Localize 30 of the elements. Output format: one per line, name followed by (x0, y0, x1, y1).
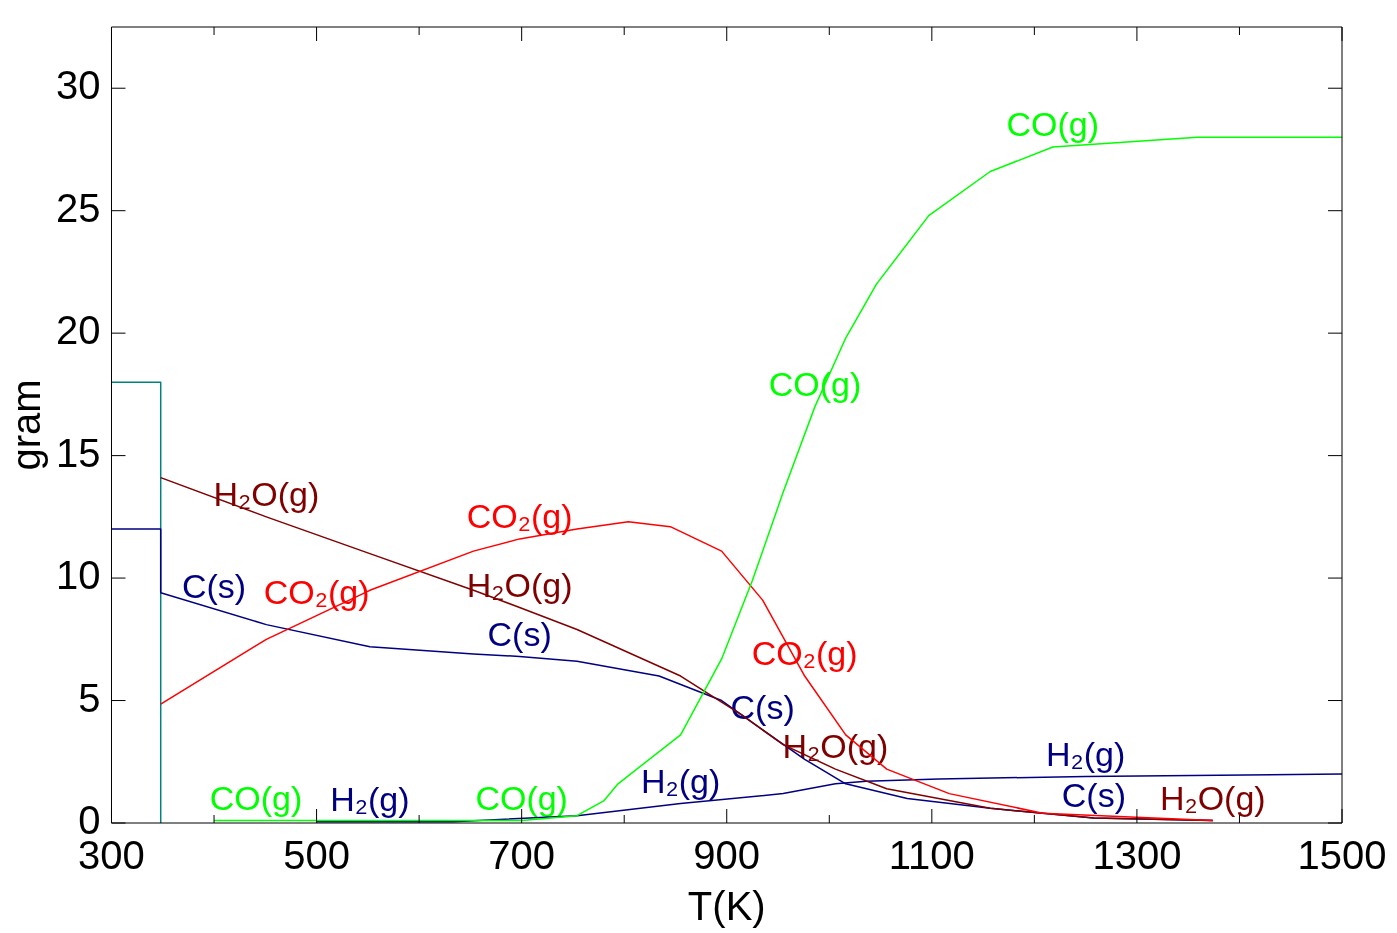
y-tick-label: 20 (55, 308, 101, 353)
annotation: C(s) (730, 688, 795, 727)
annotation: H₂O(g) (213, 475, 320, 514)
x-tick-label: 1500 (1297, 833, 1387, 878)
series-label: CO(g) (1006, 105, 1100, 144)
annotation: C(s) (1061, 776, 1126, 815)
annotation: C(s) (181, 567, 247, 606)
annotation: H₂O(g) (1159, 778, 1266, 817)
x-tick-label: 1100 (888, 833, 975, 878)
annotation: H₂(g) (330, 780, 410, 819)
series-label: H₂O(g) (466, 565, 573, 604)
series-label: H₂(g) (1045, 734, 1126, 773)
series-label: CO₂(g) (466, 497, 573, 536)
annotation: H₂(g) (640, 761, 721, 800)
x-axis-title: T(K) (687, 884, 766, 929)
x-tick-label: 700 (488, 833, 556, 878)
x-tick-label: 900 (693, 833, 761, 878)
y-tick-label: 30 (55, 63, 101, 108)
y-tick-label: 10 (55, 553, 101, 598)
annotation: CO₂(g) (263, 573, 370, 612)
x-tick-label: 1300 (1092, 833, 1182, 878)
series-label: C(s) (487, 614, 552, 653)
y-tick-label: 15 (55, 430, 101, 475)
annotation: CO(g) (209, 778, 303, 817)
x-tick-label: 300 (78, 833, 145, 878)
y-tick-label: 5 (78, 675, 101, 720)
y-axis-title: gram (4, 379, 49, 471)
annotation: CO(g) (475, 778, 568, 817)
y-tick-label: 25 (55, 185, 101, 230)
x-tick-label: 500 (283, 833, 350, 878)
